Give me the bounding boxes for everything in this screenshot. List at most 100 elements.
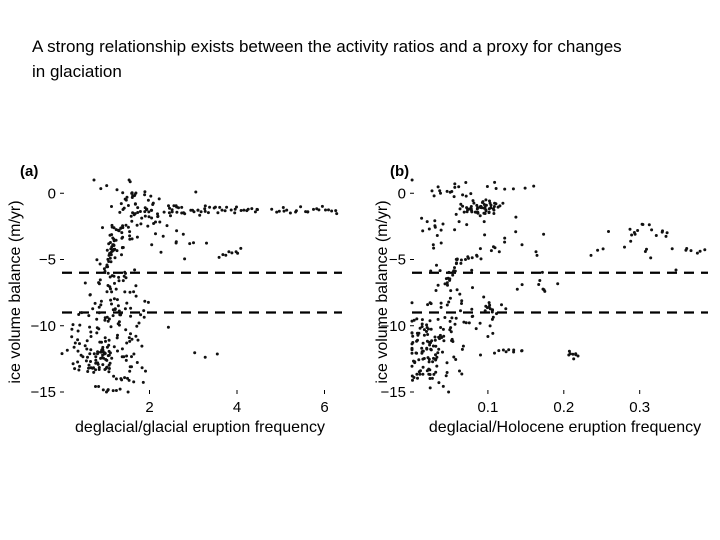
data-point — [511, 187, 515, 191]
data-point — [411, 334, 415, 338]
data-point — [470, 256, 474, 260]
data-point — [70, 335, 74, 339]
data-point — [698, 249, 702, 253]
data-point — [454, 358, 458, 361]
data-point — [425, 330, 428, 333]
data-point — [144, 369, 147, 373]
data-point — [447, 270, 451, 274]
data-point — [92, 178, 96, 182]
data-point — [239, 246, 243, 250]
data-point — [126, 390, 130, 394]
data-point — [139, 222, 143, 226]
data-point — [429, 341, 432, 345]
data-point — [571, 352, 575, 356]
data-point — [131, 211, 135, 215]
data-point — [469, 205, 473, 208]
y-axis-title: ice volume balance (m/yr) — [374, 200, 391, 383]
data-point — [443, 282, 447, 286]
data-point — [119, 202, 123, 206]
data-point — [88, 325, 92, 329]
data-point — [120, 231, 124, 235]
data-point — [417, 358, 421, 362]
data-point — [126, 204, 130, 207]
data-point — [140, 366, 144, 370]
data-point — [143, 299, 147, 303]
data-point — [121, 235, 125, 239]
data-point — [472, 201, 476, 205]
data-point — [285, 208, 289, 212]
data-point — [439, 228, 443, 232]
data-point — [130, 219, 134, 223]
data-point — [130, 196, 134, 199]
data-point — [482, 211, 486, 215]
data-point — [114, 287, 118, 291]
data-point — [430, 189, 434, 193]
data-point — [281, 206, 285, 209]
data-point — [410, 301, 414, 305]
data-point — [538, 279, 542, 282]
data-point — [110, 356, 114, 360]
data-point — [418, 326, 422, 330]
data-point — [478, 214, 482, 218]
data-point — [116, 333, 119, 337]
data-point — [172, 204, 176, 208]
data-point — [484, 203, 488, 207]
data-point — [103, 352, 107, 355]
data-point — [665, 231, 669, 235]
data-point — [91, 366, 95, 370]
data-point — [421, 372, 425, 376]
data-point — [478, 321, 482, 325]
data-point — [520, 243, 524, 247]
data-point — [208, 205, 212, 209]
data-point — [99, 187, 103, 191]
data-point — [444, 277, 448, 281]
data-point — [221, 253, 225, 257]
data-point — [433, 338, 437, 342]
data-point — [430, 376, 434, 380]
data-point — [107, 253, 111, 257]
data-point — [630, 233, 634, 237]
data-point — [470, 268, 474, 272]
data-point — [415, 351, 419, 355]
data-point — [132, 380, 136, 384]
data-point — [479, 257, 483, 261]
data-point — [453, 185, 457, 189]
data-point — [493, 351, 496, 355]
data-point — [132, 290, 136, 294]
data-point — [426, 327, 430, 331]
y-tick-label: −5 — [39, 252, 56, 269]
data-point — [457, 220, 461, 224]
data-point — [128, 339, 132, 343]
x-axis-title: deglacial/glacial eruption frequency — [75, 419, 325, 436]
data-point — [78, 342, 81, 346]
data-point — [453, 182, 457, 186]
data-point — [124, 271, 127, 275]
data-point — [70, 327, 74, 331]
data-point — [97, 305, 101, 309]
data-point — [139, 313, 143, 317]
data-point — [449, 289, 453, 293]
data-point — [94, 358, 98, 362]
data-point — [111, 243, 115, 247]
data-point — [174, 204, 178, 208]
data-point — [435, 355, 439, 359]
data-point — [434, 358, 438, 362]
data-point — [128, 180, 132, 184]
data-point — [628, 227, 632, 231]
data-point — [660, 230, 664, 234]
data-point — [253, 210, 257, 214]
data-point — [438, 269, 442, 273]
data-point — [175, 229, 179, 233]
data-point — [458, 292, 462, 296]
data-point — [486, 335, 490, 338]
data-point — [664, 234, 668, 238]
data-point — [119, 313, 123, 317]
data-point — [448, 296, 452, 300]
data-point — [484, 208, 488, 212]
data-point — [111, 389, 115, 393]
y-tick-label: −15 — [381, 384, 406, 401]
data-point — [418, 372, 422, 376]
data-point — [410, 351, 414, 355]
data-point — [89, 335, 93, 338]
